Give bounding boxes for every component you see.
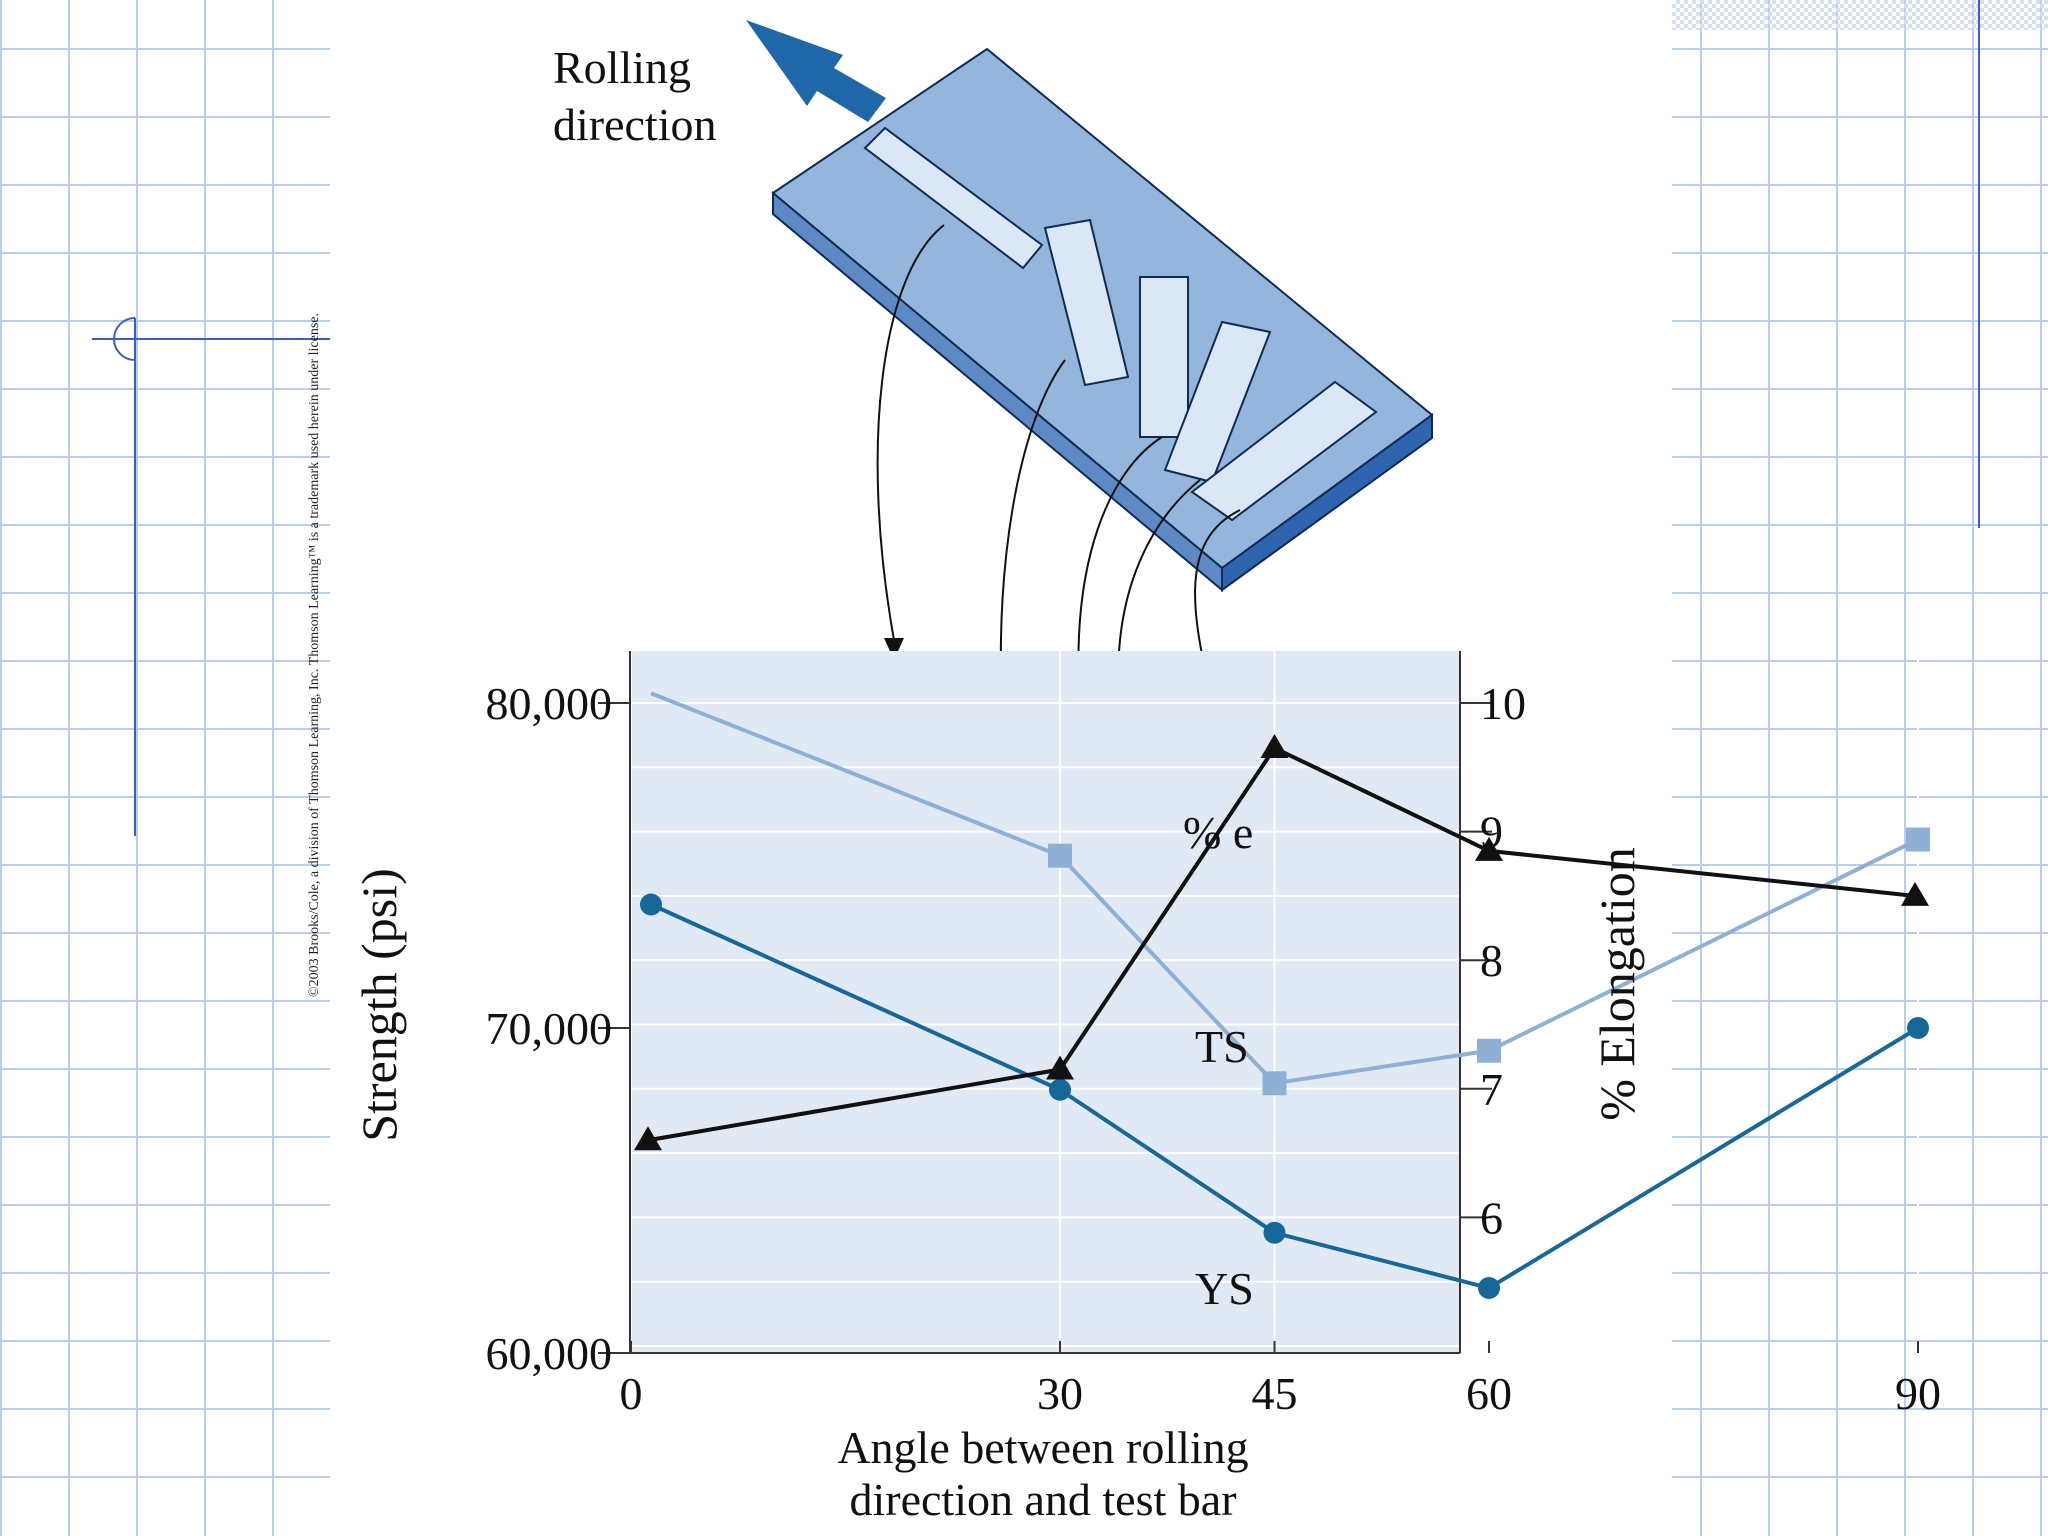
rolling-label-line2: direction	[553, 99, 717, 150]
data-point-e	[1046, 1055, 1074, 1080]
data-point-e	[1260, 734, 1289, 759]
series-label: YS	[1195, 1263, 1254, 1314]
decorative-rule	[134, 318, 136, 836]
y-tick-label: 80,000	[486, 678, 613, 729]
test-bars	[863, 126, 1378, 522]
test-bar-0deg	[863, 126, 1044, 270]
data-point-ts	[1906, 827, 1930, 852]
y2-tick-label: 8	[1480, 935, 1503, 986]
data-point-ys	[1478, 1277, 1500, 1299]
data-point-ts	[1477, 1038, 1501, 1063]
data-point-ts	[1262, 1071, 1287, 1096]
data-point-e	[1475, 836, 1503, 861]
decorative-rule	[1978, 0, 1980, 528]
x-tick-label: 45	[1252, 1368, 1298, 1419]
y-tick-label: 70,000	[486, 1003, 613, 1054]
test-bar-90deg	[1190, 380, 1378, 522]
x-tick-label: 60	[1466, 1368, 1512, 1419]
callout-arrow-30deg	[999, 359, 1066, 706]
y-axis-label: Strength (psi)	[351, 868, 407, 1142]
rolling-label-line1: Rolling	[553, 42, 691, 93]
x-tick-label: 30	[1037, 1368, 1083, 1419]
x-axis-label: direction and test bar	[849, 1474, 1236, 1525]
data-point-ys	[1907, 1017, 1929, 1039]
arrowhead-icon	[884, 638, 904, 660]
decorative-pattern	[1672, 0, 2048, 30]
x-tick-label: 90	[1895, 1368, 1941, 1419]
data-point-e	[634, 1126, 662, 1151]
y2-tick-label: 7	[1480, 1064, 1503, 1115]
data-point-ts	[1048, 843, 1072, 868]
test-bar-45deg	[1139, 276, 1189, 438]
y-tick-label: 60,000	[486, 1328, 613, 1379]
axes	[629, 651, 1461, 1354]
rolling-direction-arrow-icon	[746, 20, 886, 122]
data-point-ys	[1263, 1221, 1286, 1244]
series-layer: TS YS % e	[634, 691, 1930, 1314]
test-bar-30deg	[1043, 218, 1130, 387]
y2-axis-label: % Elongation	[1589, 847, 1645, 1121]
crosshair-icon	[113, 317, 136, 361]
y2-tick-label: 6	[1480, 1192, 1503, 1243]
callout-arrow-0deg	[876, 224, 945, 641]
x-axis-label: Angle between rolling	[837, 1422, 1248, 1473]
data-point-ys	[1049, 1078, 1071, 1101]
series-label: TS	[1195, 1021, 1249, 1072]
x-tick-label: 0	[620, 1368, 643, 1419]
decorative-rule	[92, 338, 330, 340]
data-point-ys	[640, 893, 662, 916]
y2-tick-label: 10	[1480, 678, 1526, 729]
data-point-e	[1901, 881, 1929, 906]
series-label: % e	[1183, 807, 1253, 858]
